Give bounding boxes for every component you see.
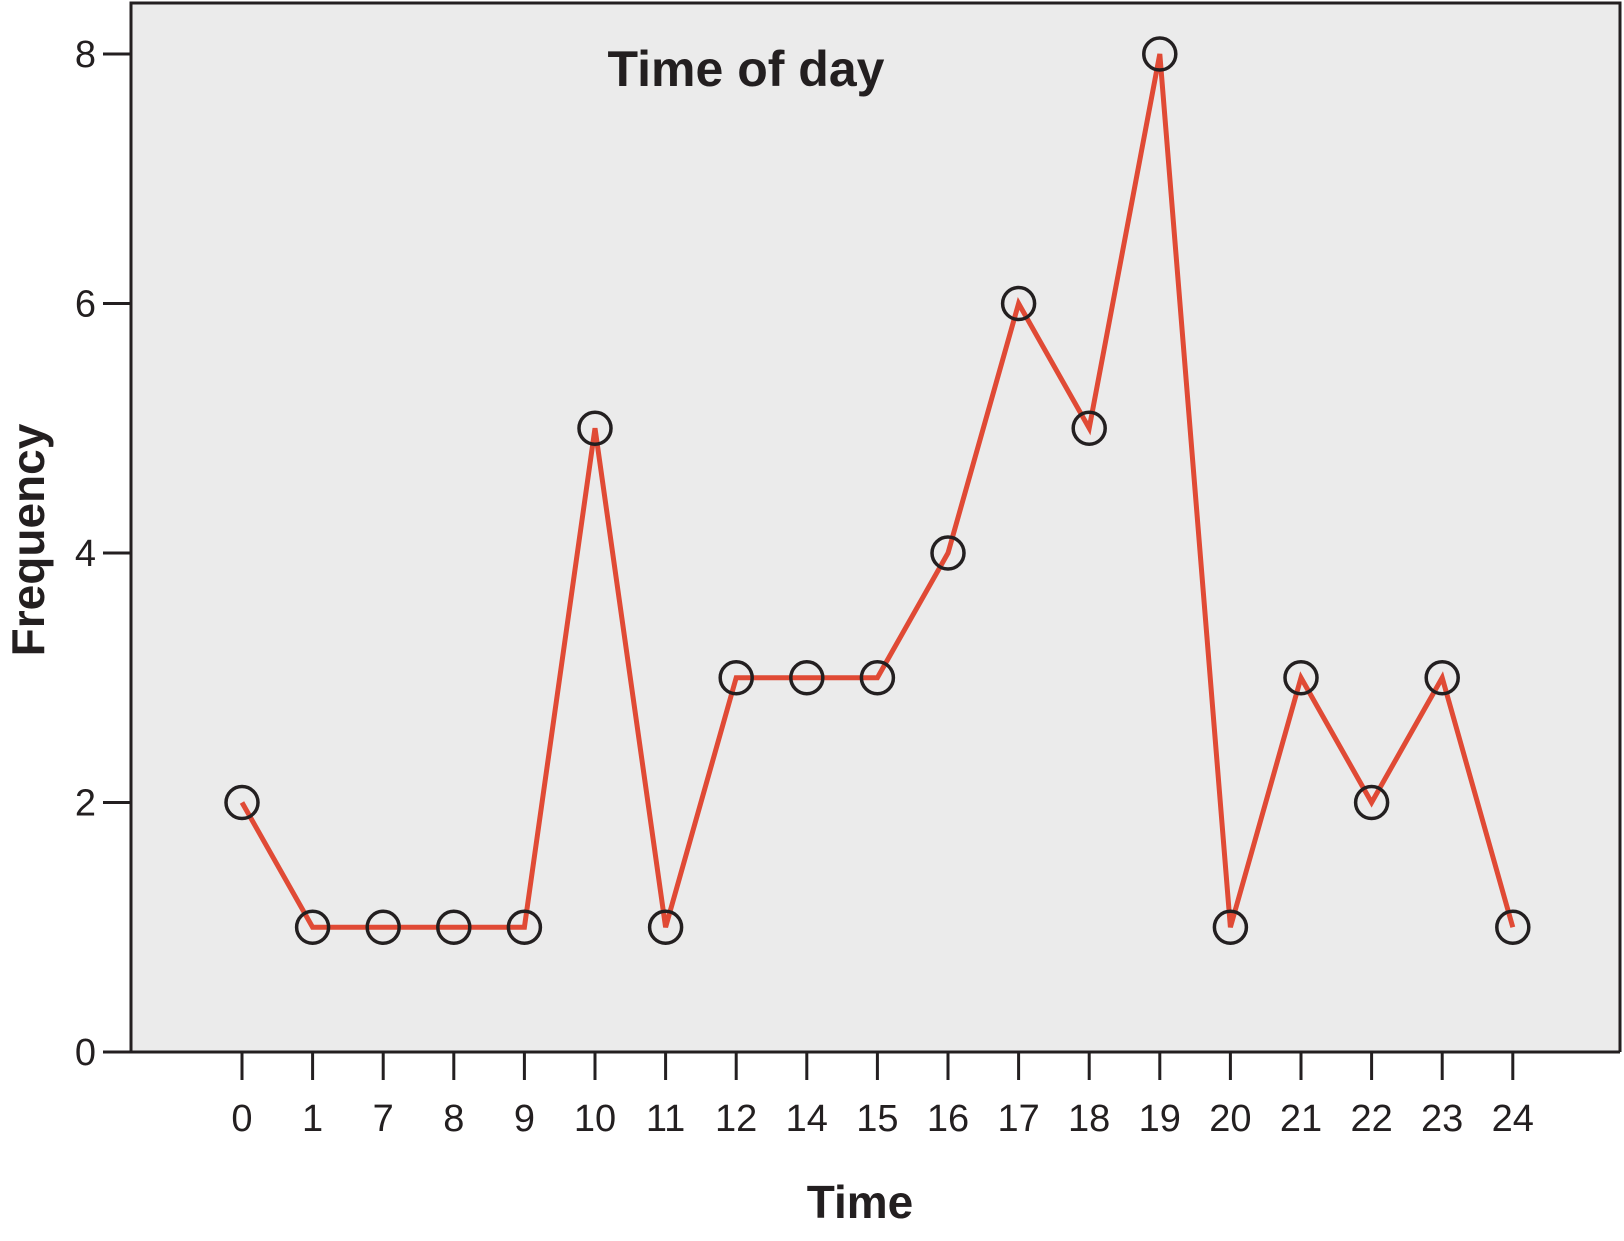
- data-point: [930, 535, 966, 571]
- data-point: [224, 784, 260, 821]
- data-point: [859, 660, 896, 696]
- y-tick-label: 4: [75, 533, 96, 575]
- x-tick-label: 24: [1492, 1098, 1534, 1140]
- x-tick-label: 23: [1421, 1098, 1463, 1140]
- data-point: [1000, 285, 1037, 322]
- x-tick-label: 16: [927, 1098, 969, 1140]
- x-tick-label: 1: [302, 1098, 323, 1140]
- y-tick-label: 0: [75, 1032, 96, 1074]
- y-tick-label: 8: [75, 34, 96, 76]
- x-tick-label: 10: [574, 1098, 616, 1140]
- x-tick-label: 0: [231, 1098, 252, 1140]
- data-point: [1283, 660, 1319, 696]
- data-point: [1495, 909, 1531, 945]
- data-point: [506, 909, 543, 945]
- data-point: [294, 909, 331, 945]
- data-point: [1071, 410, 1107, 446]
- x-tick-label: 22: [1350, 1098, 1392, 1140]
- data-point: [1212, 909, 1249, 945]
- data-point: [647, 909, 684, 945]
- y-tick-label: 2: [75, 783, 96, 825]
- x-tick-label: 7: [373, 1098, 394, 1140]
- data-point: [436, 909, 472, 945]
- data-point: [577, 410, 613, 446]
- data-point: [718, 660, 754, 696]
- x-tick-label: 17: [997, 1098, 1039, 1140]
- x-tick-label: 18: [1068, 1098, 1110, 1140]
- data-point: [365, 909, 401, 945]
- x-tick-label: 19: [1139, 1098, 1181, 1140]
- data-point: [1353, 784, 1390, 821]
- x-tick-label: 14: [786, 1098, 828, 1140]
- y-tick-label: 6: [75, 284, 96, 326]
- series-line: [239, 53, 1516, 930]
- x-tick-label: 15: [856, 1098, 898, 1140]
- x-tick-label: 12: [715, 1098, 757, 1140]
- x-tick-label: 20: [1209, 1098, 1251, 1140]
- series-layer: [224, 36, 1531, 945]
- x-tick-label: 8: [443, 1098, 464, 1140]
- x-axis: 0 1 7 8 9 10 11 12 14 15 16 17 18 19 20 21 22 23 24: [129, 1050, 1620, 1140]
- x-tick-label: 21: [1280, 1098, 1322, 1140]
- plot-frame: [129, 1, 1622, 1052]
- y-axis-title: Frequency: [2, 423, 54, 656]
- chart-title: Time of day: [608, 41, 885, 97]
- y-axis: 0 2 4 6 8: [75, 1, 1622, 1074]
- data-point: [1142, 36, 1178, 72]
- data-point: [1424, 660, 1460, 696]
- plot-area: [131, 3, 1620, 1052]
- x-axis-title: Time: [807, 1176, 914, 1228]
- x-tick-label: 9: [514, 1098, 535, 1140]
- data-point: [789, 660, 825, 696]
- x-tick-label: 11: [646, 1098, 685, 1140]
